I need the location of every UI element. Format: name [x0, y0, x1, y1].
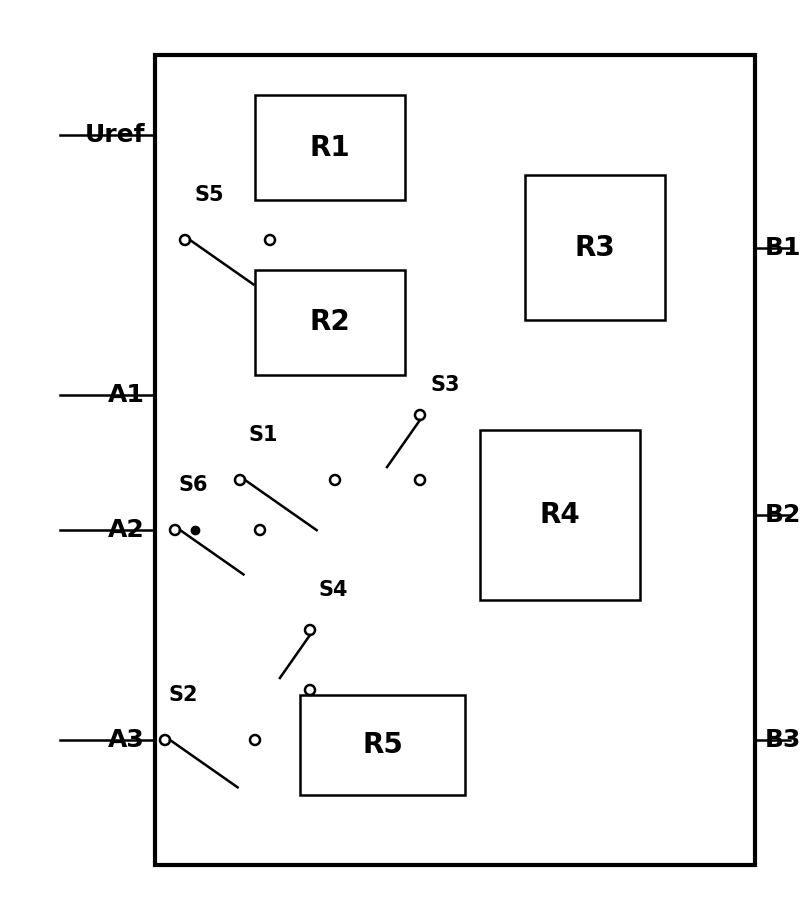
Bar: [155, 55, 755, 865]
Text: S4: S4: [318, 580, 347, 600]
Text: R5: R5: [362, 731, 403, 759]
Text: A2: A2: [108, 518, 145, 542]
Text: R1: R1: [310, 134, 350, 161]
Text: S1: S1: [248, 425, 278, 445]
Text: R3: R3: [574, 234, 615, 261]
Text: R2: R2: [310, 308, 350, 337]
Text: Uref: Uref: [85, 123, 145, 147]
Text: A1: A1: [108, 383, 145, 407]
Text: B3: B3: [765, 728, 800, 752]
Text: S3: S3: [430, 375, 459, 395]
Text: S2: S2: [168, 685, 198, 705]
Bar: [480, 430, 640, 600]
Text: S5: S5: [195, 185, 225, 205]
Text: B1: B1: [765, 236, 800, 260]
Text: B2: B2: [765, 503, 800, 527]
Bar: [255, 270, 405, 375]
Bar: [255, 95, 405, 200]
Text: R4: R4: [540, 501, 580, 529]
Bar: [525, 175, 665, 320]
Bar: [300, 695, 465, 795]
Text: S6: S6: [178, 475, 207, 495]
Text: A3: A3: [108, 728, 145, 752]
